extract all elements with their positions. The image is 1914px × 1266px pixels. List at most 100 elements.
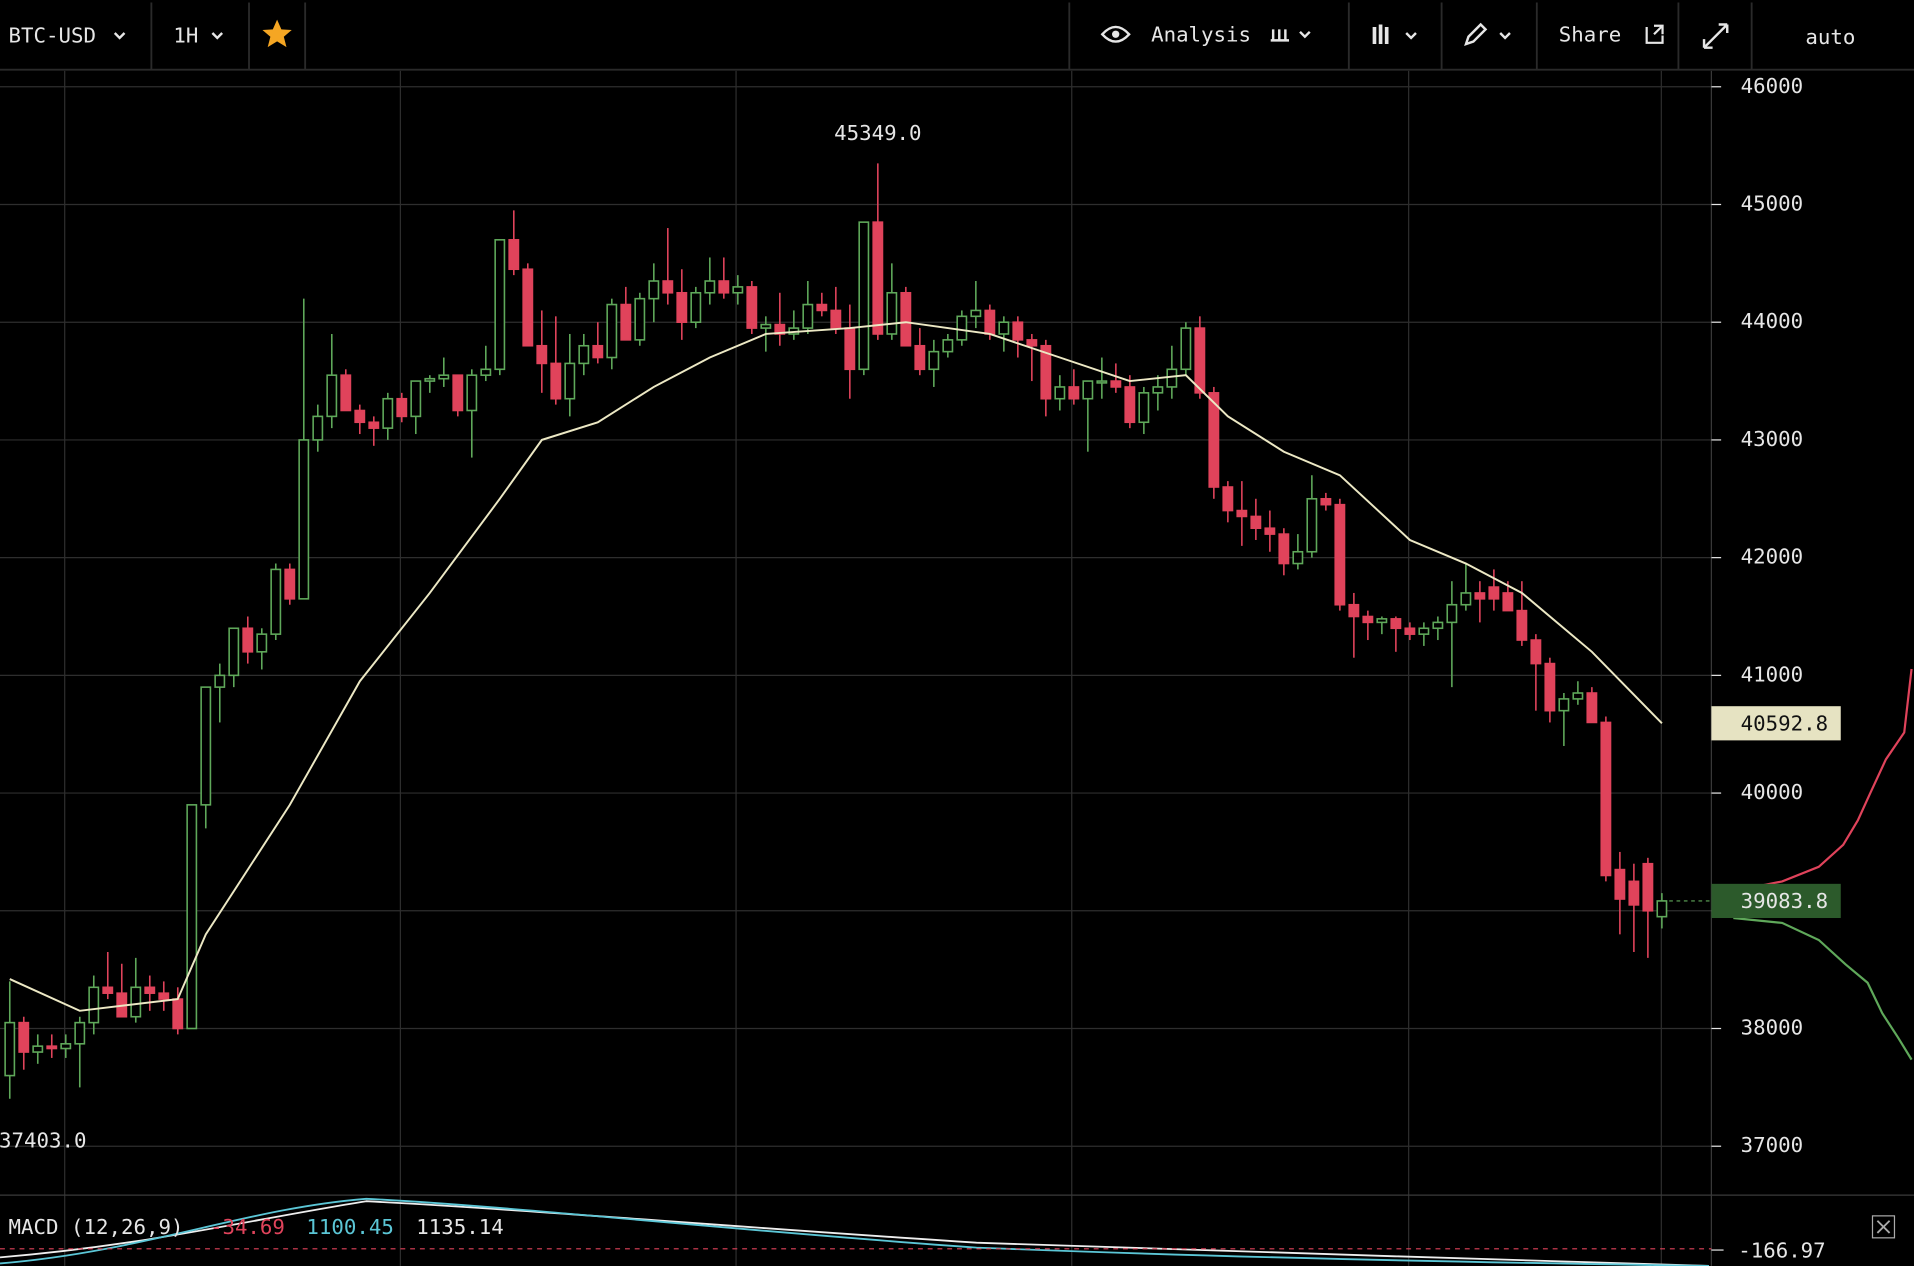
candle-body	[242, 627, 254, 653]
candle-body	[1642, 862, 1654, 912]
chevron	[1405, 32, 1417, 40]
candle-body	[1236, 509, 1248, 518]
candle-body	[662, 280, 674, 294]
candle-body	[228, 627, 240, 677]
candle-body	[88, 986, 100, 1024]
candle-body	[466, 374, 478, 412]
candle-body	[1166, 368, 1178, 388]
candle-body	[1250, 515, 1262, 530]
y-tick-label: 42000	[1741, 545, 1803, 569]
candle-body	[102, 986, 114, 994]
macd-pane: MACD (12,26,9) -34.69 1100.45 1135.14 -1…	[0, 1197, 1896, 1266]
interval-select[interactable]: 1H	[173, 24, 198, 48]
candle-body	[452, 374, 464, 412]
candle-body	[704, 280, 716, 294]
candle-body	[1306, 497, 1318, 553]
candle-body	[158, 992, 170, 1000]
candle-body	[1180, 327, 1192, 371]
y-tick-label: 46000	[1741, 74, 1803, 98]
candle-body	[1096, 380, 1108, 384]
candle-body	[970, 309, 982, 318]
candle-body	[1558, 698, 1570, 712]
candle-body	[718, 280, 730, 294]
candle-body	[438, 374, 450, 380]
chart-type-icon[interactable]	[1372, 24, 1389, 45]
candle-body	[1628, 880, 1640, 906]
candle-body	[1572, 692, 1584, 700]
candle-body	[620, 303, 632, 341]
candle-body	[74, 1021, 86, 1045]
candle-body	[270, 568, 282, 635]
candle-body	[942, 339, 954, 353]
candle-body	[690, 291, 702, 324]
candle-body	[1390, 618, 1402, 630]
candle-body	[1138, 392, 1150, 424]
favorite-star[interactable]	[262, 19, 292, 48]
moving-average	[9, 321, 1663, 1012]
macd-signal-value: 1100.45	[306, 1215, 393, 1239]
candle-body	[900, 291, 912, 347]
y-tick-label: 37000	[1741, 1133, 1803, 1157]
candle-body	[872, 221, 884, 335]
candle-body	[312, 415, 324, 441]
candle-body	[1012, 321, 1024, 341]
candle-body	[508, 239, 520, 271]
candle-body	[928, 350, 940, 371]
candle-body	[18, 1021, 30, 1053]
y-tick-label: 41000	[1741, 662, 1803, 686]
candle-body	[1418, 627, 1430, 635]
candle-body	[298, 439, 310, 600]
candle-body	[1292, 550, 1304, 565]
candle-body	[494, 239, 506, 371]
candle-body	[172, 998, 184, 1030]
candle-body	[32, 1045, 44, 1053]
candle-body	[1376, 618, 1388, 624]
share-button[interactable]: Share	[1559, 22, 1621, 46]
bid-depth	[1733, 916, 1913, 1061]
candle-body	[858, 221, 870, 371]
candle-body	[340, 374, 352, 412]
candle-body	[816, 303, 828, 312]
macd-label: MACD (12,26,9)	[9, 1215, 184, 1239]
chevron	[1499, 32, 1511, 40]
candle-body	[1432, 621, 1444, 630]
draw-icon[interactable]	[1464, 22, 1488, 46]
scale-mode[interactable]: auto	[1805, 25, 1855, 49]
candle-body	[984, 309, 996, 335]
candle-body	[382, 397, 394, 429]
candle-body	[648, 280, 660, 300]
symbol-select[interactable]: BTC-USD	[9, 24, 96, 48]
candle-body	[634, 297, 646, 341]
candle-body	[1656, 900, 1668, 918]
last-price-tag	[1711, 883, 1841, 919]
chevron	[113, 32, 126, 40]
macd-value: 1135.14	[416, 1215, 503, 1239]
candle-body	[1460, 592, 1472, 606]
eye-icon	[1100, 25, 1131, 43]
y-tick-label: 45000	[1741, 191, 1803, 215]
candle-body	[1152, 386, 1164, 394]
candle-body	[830, 309, 842, 329]
ma-tag	[1711, 706, 1841, 741]
candle-body	[1124, 386, 1136, 424]
candle-body	[1068, 386, 1080, 400]
candles-layer: 3700038000390004000041000420004300044000…	[0, 74, 1841, 1157]
toolbar: BTC-USD 1H Analysis Share auto	[0, 2, 1914, 71]
analysis-button[interactable]: Analysis	[1100, 22, 1311, 46]
y-tick-label: 44000	[1741, 309, 1803, 333]
candle-body	[1194, 327, 1206, 394]
candle-body	[760, 323, 772, 329]
candle-body	[1110, 380, 1122, 388]
candle-body	[1264, 527, 1276, 535]
close-x	[1876, 1220, 1891, 1234]
candle-body	[998, 321, 1010, 335]
candle-body	[592, 344, 604, 359]
close-pane[interactable]	[1871, 1215, 1896, 1239]
candle-body	[144, 986, 156, 994]
candle-body	[186, 804, 198, 1030]
candle-body	[4, 1021, 16, 1077]
candle-body	[578, 344, 590, 365]
fullscreen-button[interactable]	[1702, 23, 1729, 49]
candle-body	[802, 303, 814, 329]
